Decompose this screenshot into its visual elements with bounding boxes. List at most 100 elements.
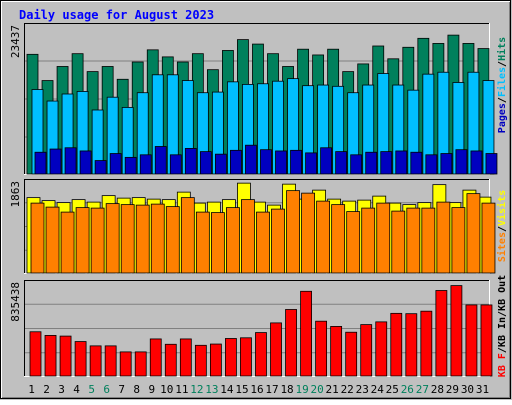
bar	[214, 153, 227, 175]
legend-separator: /	[497, 347, 508, 353]
bar	[59, 335, 72, 377]
bar	[139, 154, 152, 175]
bar	[64, 147, 77, 175]
x-tick-label: 29	[446, 383, 459, 396]
bar	[165, 206, 180, 274]
x-tick-label: 22	[341, 383, 354, 396]
bar	[245, 144, 257, 175]
x-tick-label: 18	[280, 383, 293, 396]
bar	[455, 149, 468, 175]
bar	[194, 344, 207, 377]
x-tick-label: 19	[295, 383, 308, 396]
x-tick-label: 4	[73, 383, 80, 396]
legend-separator: /	[497, 61, 508, 67]
bar	[120, 204, 135, 274]
x-tick-label: 20	[311, 383, 324, 396]
bar	[271, 208, 285, 274]
bar	[286, 190, 300, 274]
bar	[270, 322, 282, 377]
x-tick-label: 2	[43, 383, 50, 396]
x-tick-label: 3	[58, 383, 65, 396]
bar	[105, 203, 120, 274]
x-tick-label: 9	[148, 383, 155, 396]
chart-title: Daily usage for August 2023	[19, 8, 214, 22]
x-tick-label: 21	[326, 383, 339, 396]
legend-entry: Pages	[497, 103, 508, 133]
series-kb-f	[29, 285, 493, 377]
x-tick-label: 26	[401, 383, 414, 396]
bar	[346, 211, 361, 274]
bar	[119, 351, 132, 377]
bar	[94, 160, 107, 175]
bar	[320, 147, 333, 175]
legend-entry: KB F	[497, 353, 508, 377]
bar	[330, 326, 343, 377]
x-tick-label: 10	[160, 383, 173, 396]
legend-entry: Sites	[496, 232, 508, 262]
bar	[79, 150, 92, 175]
bar	[390, 312, 403, 377]
bar	[285, 309, 297, 377]
legend-separator: /	[497, 226, 508, 232]
bar	[150, 203, 165, 274]
bar	[436, 201, 451, 274]
x-tick-label: 17	[265, 383, 278, 396]
bar	[210, 212, 225, 274]
y-max-label: 1863	[9, 181, 22, 208]
bar	[316, 200, 331, 274]
bar	[466, 193, 481, 274]
bar	[315, 320, 328, 377]
bar	[485, 153, 498, 175]
bar	[209, 343, 222, 377]
bar	[365, 151, 378, 175]
x-tick-label: 1	[28, 383, 35, 396]
bar	[470, 150, 483, 175]
bar	[230, 149, 242, 175]
bar	[256, 211, 270, 274]
bar	[290, 149, 302, 175]
bar	[90, 207, 105, 274]
x-tick-label: 6	[103, 383, 110, 396]
bar	[450, 285, 463, 377]
bar	[465, 304, 478, 377]
bar	[109, 153, 122, 175]
bar	[124, 156, 137, 175]
x-tick-label: 27	[416, 383, 429, 396]
bar	[360, 324, 373, 377]
bar	[60, 211, 75, 274]
bar	[350, 154, 363, 175]
legend-entry: Files	[496, 67, 508, 97]
bar	[29, 331, 42, 377]
bar	[199, 151, 212, 175]
series-pages	[34, 144, 498, 175]
bar	[149, 338, 162, 377]
bar	[420, 310, 433, 377]
bar	[226, 207, 240, 274]
x-tick-label: 5	[88, 383, 95, 396]
bar	[255, 332, 267, 377]
bar	[301, 192, 315, 274]
bar	[184, 147, 197, 175]
x-tick-label: 12	[190, 383, 203, 396]
x-tick-label: 24	[371, 383, 385, 396]
x-tick-label: 30	[461, 383, 474, 396]
bar	[240, 337, 252, 377]
bar	[195, 211, 210, 274]
x-tick-label: 7	[118, 383, 125, 396]
bar	[44, 335, 57, 377]
bar	[241, 199, 255, 274]
bar	[180, 197, 195, 274]
legend-entry: Hits	[496, 37, 508, 61]
bar	[30, 202, 45, 274]
bar	[391, 210, 406, 274]
x-tick-label: 13	[205, 383, 218, 396]
y-max-label: 23437	[9, 25, 22, 58]
bar	[305, 152, 317, 175]
legend-entry: KB Out	[497, 275, 508, 311]
bar	[440, 153, 453, 175]
bar	[421, 207, 436, 274]
bar	[335, 151, 348, 175]
bar	[104, 345, 117, 377]
